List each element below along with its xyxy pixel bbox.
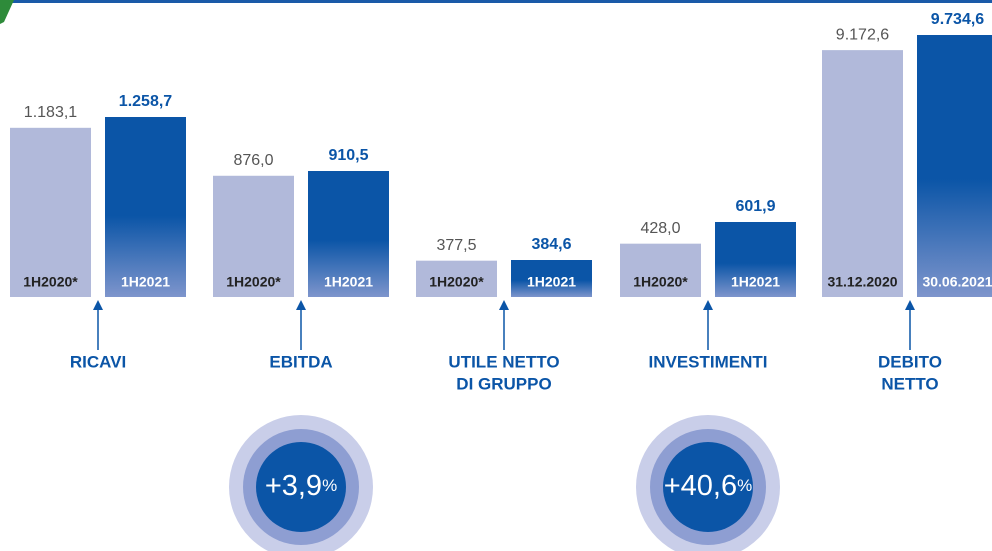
category-label: 1H2021 [324,274,373,290]
group-label: UTILE NETTO [448,352,559,371]
badge-inner [663,442,753,532]
group-label: RICAVI [70,352,126,371]
bar [917,35,992,297]
category-label: 1H2020* [633,274,688,290]
badge-text: +40,6% [664,470,753,502]
arrow-head [296,300,306,310]
value-label: 9.172,6 [836,26,889,43]
bar [620,243,701,297]
group-label: EBITDA [269,352,332,371]
group-label: NETTO [881,374,938,393]
badge-unit: % [322,476,337,495]
arrow-head [93,300,103,310]
bar [10,127,91,297]
badge-value: +40,6 [664,470,737,502]
value-label: 1.183,1 [24,104,77,121]
badge-value: +3,9 [265,470,322,502]
bar [308,171,389,297]
category-label: 30.06.2021 [922,274,992,290]
arrow-head [703,300,713,310]
value-label: 910,5 [328,147,368,164]
arrow-head [499,300,509,310]
value-label: 384,6 [531,236,571,253]
value-label: 9.734,6 [931,11,984,28]
category-label: 1H2020* [23,274,78,290]
value-label: 601,9 [735,198,775,215]
value-label: 1.258,7 [119,93,172,110]
bar [511,260,592,297]
bar [822,50,903,297]
category-label: 1H2021 [121,274,170,290]
value-label: 876,0 [233,152,273,169]
category-label: 1H2020* [226,274,281,290]
bar [105,117,186,297]
bar [213,175,294,297]
value-label: 428,0 [640,220,680,237]
category-label: 31.12.2020 [827,274,897,290]
bar [416,260,497,297]
group-label: DEBITO [878,352,942,371]
category-label: 1H2020* [429,274,484,290]
group-label: INVESTIMENTI [648,352,767,371]
badge-text: +3,9% [265,470,337,502]
group-label: DI GRUPPO [456,374,551,393]
arrow-head [905,300,915,310]
value-label: 377,5 [436,237,476,254]
badge-inner [256,442,346,532]
badge-unit: % [737,476,752,495]
corner-decoration [0,0,14,24]
bar [715,222,796,297]
category-label: 1H2021 [527,274,576,290]
category-label: 1H2021 [731,274,780,290]
top-rule [0,0,992,3]
